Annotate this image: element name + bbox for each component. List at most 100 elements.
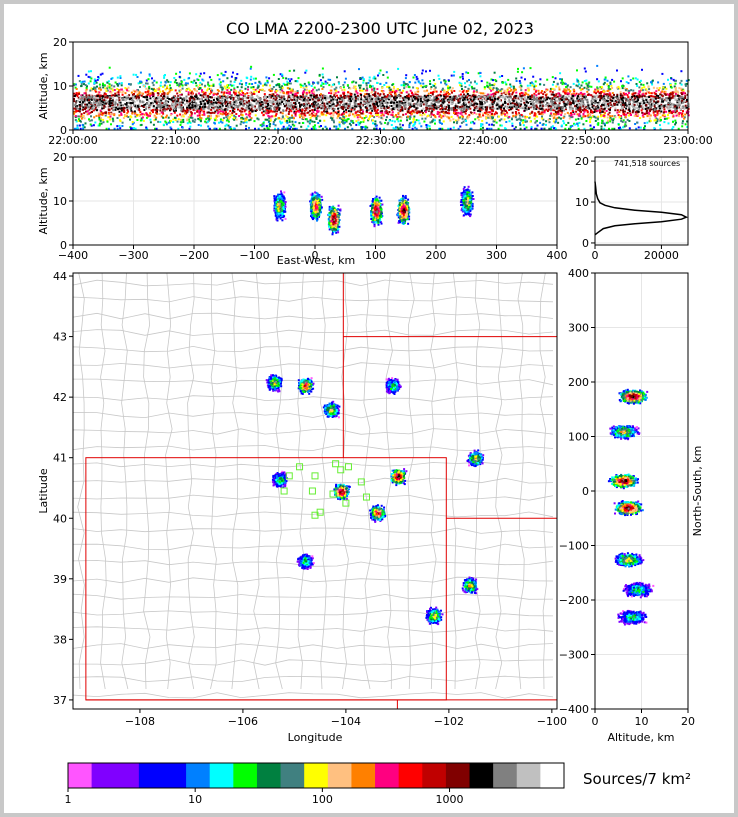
plan-view-frame xyxy=(72,272,558,710)
y-tick-label: 44 xyxy=(53,270,67,283)
x-tick-label: 23:00:00 xyxy=(663,134,712,147)
county-line xyxy=(72,428,554,435)
ew-cluster xyxy=(396,194,411,225)
county-line xyxy=(517,272,525,690)
plan-cluster xyxy=(296,553,315,570)
x-tick-label: 20000 xyxy=(644,249,679,262)
colorbar-tick-label: 1 xyxy=(65,793,72,806)
county-line xyxy=(72,626,554,633)
station-marker xyxy=(329,490,337,498)
y-tick-label: −200 xyxy=(559,594,589,607)
y-tick-label: 20 xyxy=(53,151,67,164)
y-tick-label: 10 xyxy=(53,80,67,93)
y-tick-label: 0 xyxy=(60,239,67,252)
county-line xyxy=(72,642,554,650)
ns-cluster xyxy=(613,500,644,517)
colorbar-swatch xyxy=(91,763,116,788)
colorbar-swatch xyxy=(138,763,163,788)
plan-cluster xyxy=(265,374,283,393)
county-line xyxy=(72,345,554,353)
x-tick-label: −102 xyxy=(434,715,464,728)
ew-cluster xyxy=(369,195,384,228)
ns-height-ylabel: North-South, km xyxy=(691,446,704,537)
county-line xyxy=(187,272,195,690)
station-marker xyxy=(285,472,293,480)
county-line xyxy=(363,272,371,690)
time-height-sources xyxy=(73,64,690,130)
colorbar-swatch xyxy=(233,763,258,788)
y-tick-label: 20 xyxy=(575,155,589,168)
colorbar-swatch xyxy=(351,763,376,788)
county-line xyxy=(72,296,554,303)
x-tick-label: 400 xyxy=(547,249,568,262)
ew-cluster xyxy=(273,190,287,222)
station-marker xyxy=(308,487,316,495)
plan-cluster xyxy=(466,449,485,468)
lma-stations xyxy=(280,460,370,519)
y-tick-label: 10 xyxy=(575,196,589,209)
altitude-histogram-panel: 0 10 20 0 20000 xyxy=(575,155,689,262)
county-line xyxy=(385,272,393,690)
y-tick-label: 0 xyxy=(582,237,589,250)
colorbar-swatch xyxy=(398,763,423,788)
colorbar-swatch xyxy=(445,763,471,788)
y-tick-label: 400 xyxy=(568,267,589,280)
station-marker xyxy=(344,463,352,471)
x-tick-label: 0 xyxy=(592,715,599,728)
county-line xyxy=(231,272,239,690)
x-tick-label: 22:20:00 xyxy=(253,134,302,147)
plan-cluster xyxy=(425,606,444,626)
colorbar-swatch xyxy=(540,763,565,788)
ns-cluster xyxy=(607,473,639,490)
x-tick-label: −100 xyxy=(239,249,269,262)
county-line xyxy=(72,675,554,683)
colorbar-swatch xyxy=(209,763,234,788)
plan-cluster xyxy=(369,504,387,523)
plan-view-ylabel: Latitude xyxy=(37,468,50,514)
station-marker xyxy=(362,493,370,501)
histogram-annotation: 741,518 sources xyxy=(614,159,680,168)
time-height-ylabel: Altitude, km xyxy=(37,52,50,119)
county-line xyxy=(495,272,503,690)
county-line xyxy=(253,272,261,690)
ns-cluster xyxy=(614,552,645,568)
x-tick-label: −200 xyxy=(179,249,209,262)
county-line xyxy=(72,329,554,336)
x-tick-label: 10 xyxy=(635,715,649,728)
y-tick-label: −100 xyxy=(559,540,589,553)
ew-cluster xyxy=(309,191,324,222)
colorbar-swatch xyxy=(280,763,305,788)
y-tick-label: 37 xyxy=(53,694,67,707)
colorbar: 1 10 100 1000 xyxy=(65,762,565,806)
x-tick-label: 0 xyxy=(312,249,319,262)
ns-cluster xyxy=(609,425,641,441)
colorbar-swatch xyxy=(422,763,447,788)
histogram-frame xyxy=(594,156,689,246)
county-line xyxy=(77,272,85,690)
x-tick-label: 300 xyxy=(486,249,507,262)
county-line xyxy=(72,543,554,551)
county-line xyxy=(341,272,349,690)
y-tick-label: 43 xyxy=(53,331,67,344)
county-line xyxy=(297,272,305,690)
ew-height-xlabel: East-West, km xyxy=(277,254,355,267)
x-tick-label: 22:40:00 xyxy=(458,134,507,147)
station-marker xyxy=(280,487,288,495)
y-tick-label: 300 xyxy=(568,322,589,335)
plan-cluster xyxy=(297,377,315,395)
y-tick-label: 39 xyxy=(53,573,67,586)
ns-cluster xyxy=(622,581,655,599)
plan-cluster xyxy=(390,468,408,487)
county-line xyxy=(72,412,554,419)
ns-cluster xyxy=(617,609,648,626)
ew-cluster xyxy=(327,204,342,236)
county-line xyxy=(72,362,554,369)
x-tick-label: 0 xyxy=(592,249,599,262)
y-tick-label: 40 xyxy=(53,512,67,525)
colorbar-swatch xyxy=(327,763,352,788)
station-marker xyxy=(342,499,350,507)
y-tick-label: 20 xyxy=(53,36,67,49)
county-line xyxy=(121,272,129,690)
county-line xyxy=(407,272,415,690)
colorbar-tick-label: 1000 xyxy=(436,793,464,806)
